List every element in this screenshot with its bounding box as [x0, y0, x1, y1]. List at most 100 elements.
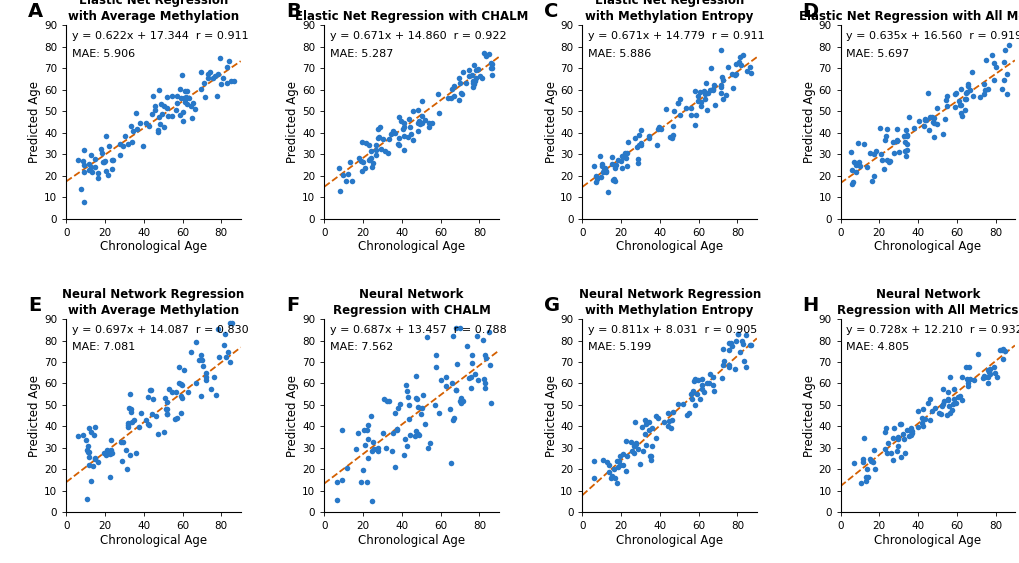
Point: [159, 397, 175, 406]
Point: [74, 430, 91, 439]
Point: [481, 360, 497, 369]
Title: Elastic Net Regression
with Methylation Entropy: Elastic Net Regression with Methylation …: [585, 0, 753, 23]
Point: [659, 409, 676, 418]
Point: [476, 383, 492, 392]
Point: [971, 93, 987, 102]
Point: [112, 437, 128, 446]
Point: [933, 385, 950, 394]
Point: [395, 119, 412, 128]
Point: [916, 115, 932, 124]
Point: [587, 172, 603, 181]
Point: [183, 114, 200, 123]
Point: [629, 445, 645, 454]
Point: [431, 109, 447, 118]
Point: [924, 133, 941, 142]
Point: [953, 372, 969, 381]
Point: [172, 379, 189, 388]
Point: [679, 411, 695, 420]
Point: [602, 474, 619, 483]
Point: [987, 62, 1004, 72]
Point: [919, 126, 935, 135]
Point: [151, 86, 167, 95]
Point: [737, 363, 753, 372]
Point: [958, 87, 974, 96]
Point: [979, 84, 996, 93]
Point: [705, 387, 721, 396]
X-axis label: Chronological Age: Chronological Age: [873, 534, 980, 547]
Point: [632, 140, 648, 149]
Point: [909, 406, 925, 415]
Point: [932, 409, 949, 418]
Y-axis label: Predicted Age: Predicted Age: [544, 375, 557, 457]
Point: [628, 438, 644, 447]
Point: [614, 461, 631, 470]
Point: [445, 81, 462, 90]
Point: [477, 51, 493, 60]
Point: [720, 361, 737, 370]
Point: [169, 98, 185, 107]
Point: [619, 162, 635, 171]
Point: [428, 350, 444, 359]
Point: [103, 448, 119, 457]
Point: [88, 422, 104, 431]
Point: [719, 63, 736, 72]
Point: [154, 110, 170, 119]
Point: [895, 434, 911, 443]
Point: [682, 111, 698, 120]
Point: [81, 159, 97, 168]
Point: [921, 113, 937, 122]
Point: [384, 446, 400, 455]
Point: [410, 126, 426, 135]
Point: [354, 166, 370, 175]
Text: y = 0.697x + 14.087  r = 0.830: y = 0.697x + 14.087 r = 0.830: [71, 325, 248, 335]
Point: [924, 118, 941, 127]
Point: [938, 395, 955, 404]
Point: [633, 422, 649, 431]
Point: [921, 415, 937, 424]
Point: [483, 59, 499, 68]
Point: [197, 93, 213, 102]
Point: [866, 146, 882, 155]
Point: [335, 171, 352, 180]
Point: [655, 418, 672, 427]
Point: [979, 366, 996, 375]
Point: [448, 359, 465, 368]
Point: [444, 415, 461, 425]
Point: [606, 176, 623, 185]
Point: [359, 426, 375, 435]
Point: [875, 445, 892, 454]
Point: [849, 139, 865, 148]
Point: [385, 127, 401, 136]
Point: [390, 133, 407, 142]
Point: [733, 336, 749, 345]
Point: [483, 399, 499, 408]
Point: [883, 434, 900, 443]
Point: [83, 476, 99, 485]
Point: [353, 477, 369, 486]
Point: [898, 425, 914, 434]
Point: [890, 434, 906, 443]
Point: [979, 372, 996, 381]
Point: [886, 424, 902, 433]
Y-axis label: Predicted Age: Predicted Age: [286, 375, 300, 457]
Point: [692, 97, 708, 106]
Point: [732, 53, 748, 62]
Point: [668, 98, 685, 107]
Title: Elastic Net Regression
with Average Methylation: Elastic Net Regression with Average Meth…: [68, 0, 238, 23]
Point: [994, 355, 1010, 364]
Point: [447, 324, 464, 333]
Point: [422, 439, 438, 448]
Point: [158, 92, 174, 101]
Point: [957, 89, 973, 98]
Point: [124, 127, 141, 136]
Point: [152, 119, 168, 128]
Point: [742, 341, 758, 350]
Point: [76, 167, 93, 176]
Point: [180, 94, 197, 103]
Point: [206, 373, 222, 382]
Point: [361, 154, 377, 163]
Point: [712, 83, 729, 92]
Point: [364, 497, 380, 506]
Point: [121, 450, 138, 459]
Point: [587, 177, 603, 186]
